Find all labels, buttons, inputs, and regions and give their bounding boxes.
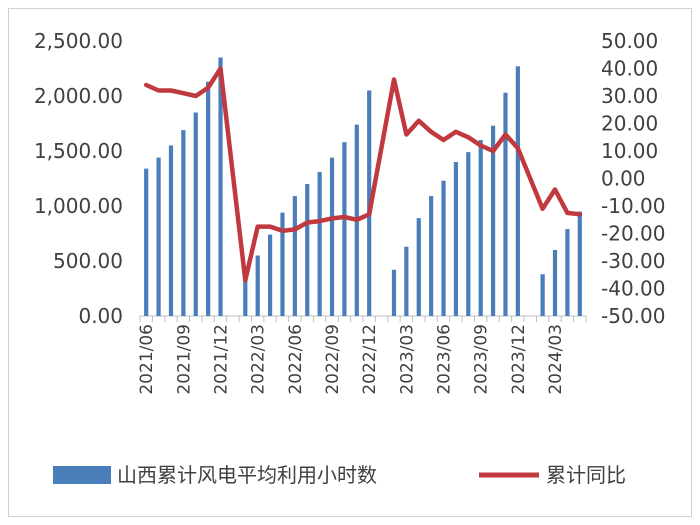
left-axis-tick-label: 2,500.00 <box>34 29 123 53</box>
bar <box>515 66 520 316</box>
bar <box>305 184 310 316</box>
bar <box>317 171 322 316</box>
x-tick-label: 2023/03 <box>397 324 417 395</box>
x-tick-label: 2022/03 <box>249 324 269 395</box>
bar <box>577 211 582 316</box>
bar <box>429 196 434 316</box>
bar <box>404 246 409 316</box>
left-axis-tick-label: 1,500.00 <box>34 139 123 163</box>
bar <box>206 81 211 316</box>
x-tick-label: 2021/09 <box>174 324 194 395</box>
x-tick-label: 2023/06 <box>435 324 455 395</box>
bar <box>267 234 273 316</box>
bar <box>565 229 570 316</box>
bar <box>441 180 446 316</box>
chart-frame: 0.00 500.00 1,000.00 1,500.00 2,000.00 2,500.… <box>8 8 692 517</box>
right-axis-tick-label: -10.00 <box>601 194 665 218</box>
yoy-line <box>143 66 583 283</box>
legend-bar-label: 山西累计风电平均利用小时数 <box>117 463 377 487</box>
x-tick-label: 2022/06 <box>286 324 306 395</box>
bar <box>391 269 397 316</box>
left-axis-tick-label: 2,000.00 <box>34 84 123 108</box>
x-tick-label: 2021/06 <box>137 324 157 395</box>
chart: 0.00 500.00 1,000.00 1,500.00 2,000.00 2,500.… <box>34 29 666 487</box>
bar <box>292 196 297 316</box>
right-axis-tick-label: -40.00 <box>601 277 665 301</box>
bar <box>181 130 186 316</box>
legend-line-label: 累计同比 <box>546 463 626 487</box>
left-axis-tick-label: 500.00 <box>53 249 123 273</box>
bar <box>342 142 347 316</box>
bar <box>416 218 421 316</box>
bar <box>168 145 174 316</box>
x-tick-label: 2024/03 <box>546 324 566 395</box>
bar <box>490 125 496 316</box>
left-axis-tick-label: 0.00 <box>78 304 123 328</box>
x-tick-label: 2021/12 <box>212 324 232 395</box>
bar <box>243 273 248 316</box>
right-axis-tick-label: -50.00 <box>601 304 665 328</box>
right-axis-tick-label: -30.00 <box>601 249 665 273</box>
x-tick-label: 2022/12 <box>360 324 380 395</box>
bar <box>453 162 459 316</box>
bar <box>329 157 335 316</box>
right-axis-tick-label: 50.00 <box>601 29 658 53</box>
right-axis-tick-label: 40.00 <box>601 57 658 81</box>
bar <box>255 255 260 316</box>
left-axis-tick-label: 1,000.00 <box>34 194 123 218</box>
x-tick-label: 2022/09 <box>323 324 343 395</box>
legend-bar-swatch <box>53 466 111 484</box>
bar <box>156 157 161 316</box>
bar <box>540 274 545 316</box>
bar <box>144 168 149 316</box>
x-tick-label: 2023/09 <box>472 324 492 395</box>
right-axis-tick-label: 10.00 <box>601 139 658 163</box>
right-axis-tick-label: -20.00 <box>601 222 665 246</box>
right-axis-tick-label: 0.00 <box>601 167 646 191</box>
x-tick-label: 2023/12 <box>509 324 529 395</box>
bar <box>193 112 198 316</box>
right-axis-tick-label: 20.00 <box>601 112 658 136</box>
bar <box>466 152 471 316</box>
bar <box>478 140 483 316</box>
bar <box>552 250 558 316</box>
bar <box>280 212 285 316</box>
bar <box>218 57 223 316</box>
bar <box>503 92 508 316</box>
right-axis-tick-label: 30.00 <box>601 84 658 108</box>
